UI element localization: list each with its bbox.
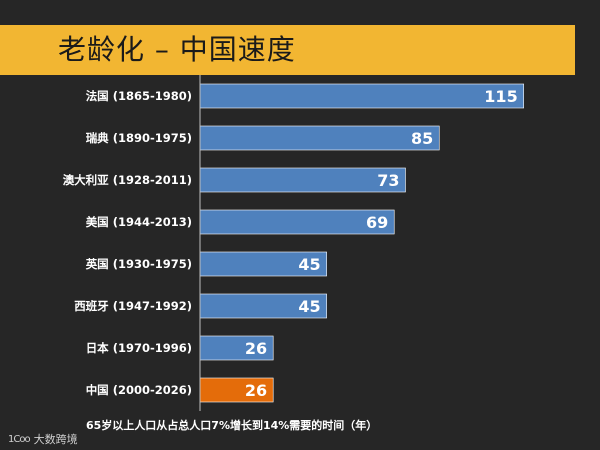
chart-title: 老龄化 – 中国速度 bbox=[58, 33, 296, 66]
category-label: 日本 (1970-1996) bbox=[86, 341, 192, 355]
bar bbox=[199, 167, 406, 193]
bar-value-label: 26 bbox=[245, 339, 267, 358]
bar-value-label: 85 bbox=[411, 129, 433, 148]
watermark: 1Coo 大数跨境 bbox=[8, 431, 78, 447]
bar bbox=[199, 83, 525, 109]
bar-value-label: 73 bbox=[377, 171, 399, 190]
bar-value-label: 115 bbox=[484, 87, 517, 106]
title-bar: 老龄化 – 中国速度 bbox=[0, 25, 575, 75]
watermark-logo: 1Coo bbox=[8, 433, 31, 445]
bar-value-label: 45 bbox=[298, 255, 320, 274]
bar bbox=[199, 335, 274, 361]
bar bbox=[199, 293, 327, 319]
bar-value-label: 69 bbox=[366, 213, 388, 232]
category-label: 英国 (1930-1975) bbox=[85, 257, 192, 271]
chart-footnote: 65岁以上人口从占总人口7%增长到14%需要的时间（年） bbox=[86, 419, 378, 432]
bar bbox=[199, 209, 395, 235]
bar-value-label: 45 bbox=[298, 297, 320, 316]
category-label: 瑞典 (1890-1975) bbox=[86, 131, 192, 145]
category-label: 中国 (2000-2026) bbox=[86, 383, 192, 397]
bar bbox=[199, 125, 440, 151]
bar bbox=[199, 377, 274, 403]
category-label: 澳大利亚 (1928-2011) bbox=[63, 173, 192, 187]
category-label: 西班牙 (1947-1992) bbox=[74, 299, 192, 313]
category-label: 法国 (1865-1980) bbox=[86, 89, 192, 103]
watermark-text: 大数跨境 bbox=[33, 433, 78, 446]
category-label: 美国 (1944-2013) bbox=[86, 215, 192, 229]
bar-value-label: 26 bbox=[245, 381, 267, 400]
